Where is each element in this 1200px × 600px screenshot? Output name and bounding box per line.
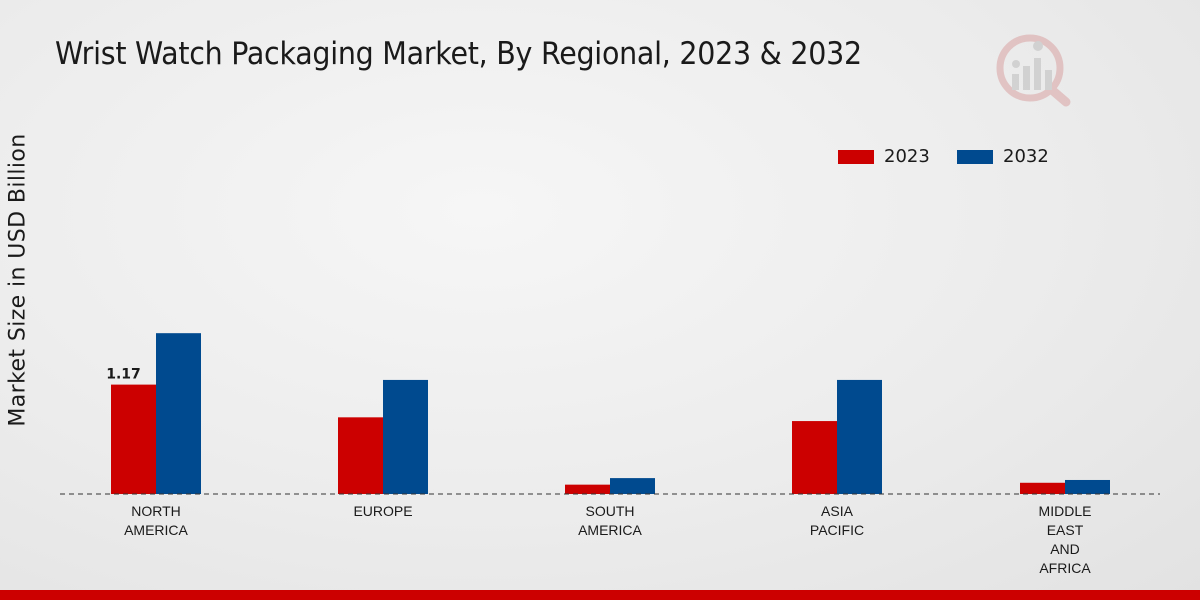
x-tick-label-4: MIDDLE EAST AND AFRICA (1039, 503, 1092, 576)
bar-2023-3[interactable] (792, 421, 837, 494)
brand-logo-icon (996, 34, 1071, 107)
bar-2032-1[interactable] (383, 379, 428, 494)
legend-item-2032[interactable]: 2032 (957, 146, 1049, 167)
x-tick-label-3: ASIA PACIFIC (810, 503, 864, 538)
x-tick-label-0: NORTH AMERICA (124, 503, 188, 538)
bar-2023-1[interactable] (338, 417, 383, 494)
chart-title: Wrist Watch Packaging Market, By Regiona… (55, 36, 862, 72)
footer-bar (0, 590, 1200, 600)
legend-swatch-2023 (838, 149, 874, 164)
data-label-2023-0: 1.17 (106, 367, 141, 383)
bar-2023-2[interactable] (565, 484, 610, 494)
legend-item-2023[interactable]: 2023 (838, 146, 930, 167)
x-tick-label-2: SOUTH AMERICA (578, 503, 642, 538)
bar-2023-4[interactable] (1020, 482, 1065, 494)
legend-label-2032: 2032 (1003, 146, 1049, 167)
bar-2032-4[interactable] (1065, 479, 1110, 494)
bar-2032-3[interactable] (837, 379, 882, 494)
bar-2032-2[interactable] (610, 478, 655, 494)
x-tick-label-1: EUROPE (353, 503, 412, 519)
bar-2032-0[interactable] (156, 333, 201, 494)
legend-label-2023: 2023 (884, 146, 930, 167)
bar-2023-0[interactable] (111, 384, 156, 494)
legend-swatch-2032 (957, 149, 993, 164)
